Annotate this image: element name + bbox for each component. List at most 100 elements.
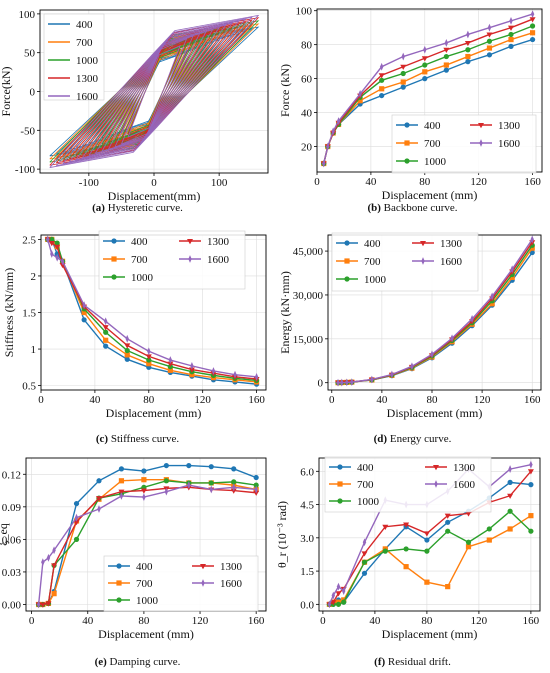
y-tick-label: 0 (318, 378, 324, 390)
legend-box (43, 13, 105, 101)
point-1600 (350, 378, 354, 387)
point-400 (96, 478, 102, 484)
x-tick-label: 80 (419, 176, 431, 188)
point-700 (486, 537, 492, 543)
point-1600 (97, 505, 101, 513)
point-1600 (336, 582, 341, 591)
y-tick-label: 0.12 (2, 469, 21, 481)
point-1600 (530, 235, 534, 244)
point-1000 (341, 599, 347, 605)
point-1600 (390, 370, 394, 379)
point-1600 (327, 600, 332, 609)
point-1600 (430, 350, 434, 359)
point-1300 (45, 601, 52, 607)
point-1600 (46, 553, 51, 562)
legend-marker-700 (337, 481, 343, 487)
point-1600 (358, 89, 362, 98)
legend-label-400: 400 (76, 19, 93, 31)
x-tick-label: 160 (248, 615, 265, 627)
point-1300 (400, 64, 407, 70)
y-tick-label: 30,000 (293, 290, 324, 302)
point-1000 (54, 240, 60, 246)
point-1600 (187, 481, 191, 490)
point-1000 (361, 559, 368, 565)
chart-panel-3: 0 40 80 120 160015,00030,00045,000Displaceme… (278, 232, 542, 420)
y-tick-label: 1 (31, 344, 37, 356)
point-1000 (424, 548, 430, 554)
y-tick-label: 0.06 (2, 534, 22, 546)
point-1300 (378, 73, 385, 79)
y-axis-label: Force (kN) (278, 64, 292, 117)
legend: 400 700 1000 1300 1600 (48, 19, 99, 103)
point-1600 (444, 39, 449, 47)
point-700 (103, 337, 109, 343)
point-1300 (507, 493, 514, 499)
y-tick-label: -100 (15, 164, 36, 176)
point-1600 (331, 591, 335, 600)
chart-a: -100 0 100 -100 -50 0 50 100 Displacement(mm) For… (0, 9, 269, 203)
legend-label-1000: 1000 (131, 272, 154, 284)
point-1600 (509, 16, 513, 25)
point-1600 (55, 253, 59, 262)
legend-label-700: 700 (357, 479, 374, 491)
x-tick-label: 40 (89, 394, 101, 406)
point-1300 (361, 551, 368, 557)
legend-label-1600: 1600 (440, 256, 463, 268)
x-tick-label: 120 (470, 176, 487, 188)
point-1600 (36, 600, 41, 609)
point-700 (379, 86, 385, 92)
y-tick-label: 50 (24, 48, 36, 60)
point-1600 (82, 301, 86, 310)
point-1600 (510, 265, 514, 274)
legend-box (324, 456, 492, 513)
point-400 (400, 84, 406, 90)
x-tick-label: 40 (82, 615, 94, 627)
legend-marker-1300 (433, 465, 439, 471)
point-1600 (46, 235, 50, 244)
x-axis-label: Displacement (mm) (387, 406, 483, 420)
point-400 (81, 317, 87, 323)
point-700 (508, 36, 514, 43)
point-1600 (232, 483, 236, 492)
legend-marker-1000 (344, 276, 350, 282)
x-tick-label: 80 (138, 615, 150, 627)
x-tick-label: 0 (38, 394, 44, 406)
y-tick-label: 0 (30, 87, 36, 99)
point-1600 (529, 460, 533, 469)
legend-marker-400 (344, 240, 350, 246)
point-700 (489, 301, 495, 307)
y-axis-label: Stiffness (kN/mm) (2, 268, 16, 357)
point-1000 (486, 38, 493, 44)
point-1300 (145, 354, 152, 360)
x-axis-label: Displacement (mm) (382, 188, 478, 202)
point-400 (507, 479, 513, 485)
point-1000 (382, 548, 388, 554)
point-1600 (470, 315, 474, 323)
point-1000 (335, 601, 342, 607)
point-1600 (379, 62, 384, 71)
point-1000 (208, 480, 214, 486)
point-1600 (331, 127, 335, 136)
x-tick-label: 80 (421, 615, 433, 627)
point-1600 (326, 142, 330, 151)
legend-label-1300: 1300 (76, 73, 99, 85)
point-1300 (124, 343, 131, 349)
point-1600 (450, 334, 454, 343)
legend: 400 700 1000 1300 1600 (329, 462, 476, 508)
point-1300 (188, 367, 195, 373)
point-1300 (444, 513, 451, 519)
point-700 (118, 478, 125, 484)
series-line-700 (329, 515, 532, 605)
legend-label-1600: 1600 (498, 138, 521, 150)
point-1600 (164, 487, 169, 496)
y-tick-label: 0.00 (2, 599, 22, 611)
point-700 (51, 591, 57, 597)
legend-marker-700 (344, 258, 350, 264)
point-1600 (254, 372, 259, 381)
point-1000 (422, 62, 428, 68)
point-1000 (443, 53, 449, 60)
legend: 400 700 1000 1300 1600 (336, 238, 463, 286)
point-1600 (370, 375, 374, 384)
y-tick-label: 20 (301, 142, 313, 154)
